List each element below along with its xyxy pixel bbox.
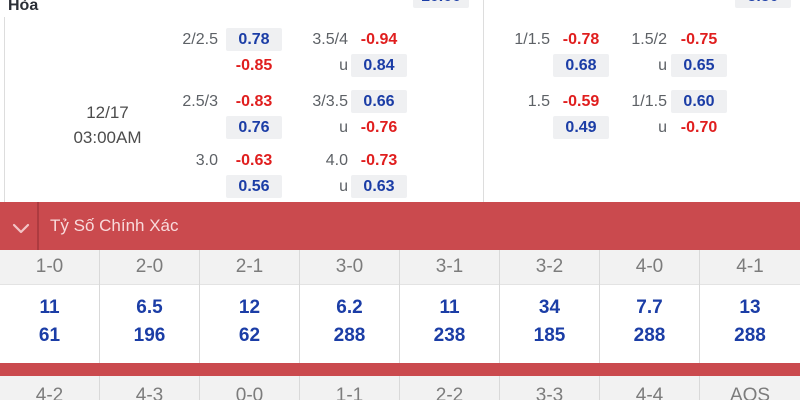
correct-score-section-header[interactable]: Tỷ Số Chính Xác bbox=[0, 202, 800, 250]
odds-value[interactable]: 0.84 bbox=[351, 54, 407, 77]
odds-value[interactable]: -0.59 bbox=[562, 93, 600, 110]
odds-value[interactable]: -0.94 bbox=[360, 31, 398, 48]
match-time: 03:00AM bbox=[73, 128, 142, 147]
score-odds-cell[interactable]: 238 bbox=[433, 325, 466, 346]
match-datetime: 12/17 03:00AM bbox=[35, 100, 180, 150]
score-header-cell: 4-2 bbox=[0, 376, 100, 400]
score-odds-cell[interactable]: 62 bbox=[238, 325, 261, 346]
score-column: 2-1 12 62 bbox=[200, 250, 300, 364]
handicap-odds-section: Hòa 10.00 5.50 12/17 03:00AM 2/2.5 0.78 … bbox=[0, 0, 800, 203]
score-header-cell: 3-3 bbox=[500, 376, 600, 400]
score-header-cell: 0-0 bbox=[200, 376, 300, 400]
score-odds-cell[interactable]: 6.2 bbox=[336, 297, 363, 318]
under-label: u bbox=[658, 119, 667, 136]
under-label: u bbox=[339, 57, 348, 74]
score-header-cell: 4-1 bbox=[700, 250, 800, 285]
odds-value[interactable]: -0.76 bbox=[360, 119, 398, 136]
draw-odds-value[interactable]: 10.00 bbox=[413, 0, 469, 8]
score-header-cell: 2-2 bbox=[400, 376, 500, 400]
score-header-cell: 4-4 bbox=[600, 376, 700, 400]
odds-value[interactable]: 0.56 bbox=[226, 175, 282, 198]
score-column: 3-0 6.2 288 bbox=[300, 250, 400, 364]
score-odds-cell[interactable]: 13 bbox=[739, 297, 761, 318]
score-odds-cell[interactable]: 288 bbox=[633, 325, 666, 346]
handicap-label: 1/1.5 bbox=[514, 31, 550, 48]
score-odds-cell[interactable]: 12 bbox=[238, 297, 261, 318]
odds-value[interactable]: 0.78 bbox=[226, 28, 282, 51]
odds-value[interactable]: -0.78 bbox=[562, 31, 600, 48]
handicap-label: 1.5 bbox=[527, 93, 550, 110]
odds-value[interactable]: 0.60 bbox=[671, 90, 727, 113]
odds-value[interactable]: -0.75 bbox=[680, 31, 718, 48]
section-bar[interactable] bbox=[0, 363, 800, 376]
column-divider bbox=[4, 17, 5, 202]
score-column: 1-0 11 61 bbox=[0, 250, 100, 364]
section-title: Tỷ Số Chính Xác bbox=[50, 216, 179, 235]
odds-value[interactable]: 0.63 bbox=[351, 175, 407, 198]
score-header-cell: 2-1 bbox=[200, 250, 299, 285]
odds-value[interactable]: -0.73 bbox=[360, 152, 398, 169]
score-column: 2-0 6.5 196 bbox=[100, 250, 200, 364]
score-odds-cell[interactable]: 7.7 bbox=[636, 297, 663, 318]
handicap-label: 2.5/3 bbox=[182, 93, 218, 110]
score-header-cell: 4-3 bbox=[100, 376, 200, 400]
odds-value[interactable]: 0.65 bbox=[671, 54, 727, 77]
score-odds-cell[interactable]: 61 bbox=[38, 325, 61, 346]
score-header-cell: AOS bbox=[700, 376, 800, 400]
score-header-cell: 3-1 bbox=[400, 250, 499, 285]
score-header-cell: 1-1 bbox=[300, 376, 400, 400]
odds-value[interactable]: -0.83 bbox=[235, 93, 273, 110]
score-column: 3-1 11 238 bbox=[400, 250, 500, 364]
odds-value[interactable]: 0.76 bbox=[226, 116, 282, 139]
score-odds-cell[interactable]: 185 bbox=[533, 325, 566, 346]
odds-value[interactable]: 0.68 bbox=[553, 54, 609, 77]
match-date: 12/17 bbox=[86, 103, 129, 122]
score-odds-cell[interactable]: 288 bbox=[333, 325, 366, 346]
odds-value[interactable]: -0.63 bbox=[235, 152, 273, 169]
handicap-label: 2/2.5 bbox=[182, 31, 218, 48]
score-header-cell: 3-2 bbox=[500, 250, 599, 285]
score-header-cell: 3-0 bbox=[300, 250, 399, 285]
handicap-label: 3/3.5 bbox=[312, 93, 348, 110]
correct-score-grid: 1-0 11 61 2-0 6.5 196 2-1 12 62 3-0 6.2 bbox=[0, 250, 800, 364]
score-odds-cell[interactable]: 11 bbox=[439, 297, 460, 318]
handicap-label: 3.0 bbox=[195, 152, 218, 169]
odds-value[interactable]: -0.70 bbox=[680, 119, 718, 136]
odds-value[interactable]: -0.85 bbox=[235, 57, 273, 74]
handicap-label: 3.5/4 bbox=[312, 31, 348, 48]
score-column: 4-1 13 288 bbox=[700, 250, 800, 364]
chevron-down-icon bbox=[12, 221, 30, 239]
draw-odds-value[interactable]: 5.50 bbox=[735, 0, 791, 8]
score-header-cell: 1-0 bbox=[0, 250, 99, 285]
under-label: u bbox=[658, 57, 667, 74]
handicap-label: 1.5/2 bbox=[631, 31, 667, 48]
header-divider bbox=[37, 202, 39, 250]
handicap-label: 4.0 bbox=[325, 152, 348, 169]
score-header-cell: 2-0 bbox=[100, 250, 199, 285]
correct-score-grid-continued: 4-2 4-3 0-0 1-1 2-2 3-3 4-4 AOS bbox=[0, 376, 800, 400]
score-column: 3-2 34 185 bbox=[500, 250, 600, 364]
odds-value[interactable]: 0.66 bbox=[351, 90, 407, 113]
draw-column-label: Hòa bbox=[8, 0, 39, 14]
score-odds-cell[interactable]: 288 bbox=[734, 325, 766, 346]
section-divider bbox=[483, 0, 484, 202]
odds-value[interactable]: 0.49 bbox=[553, 116, 609, 139]
score-odds-cell[interactable]: 11 bbox=[39, 297, 60, 318]
score-odds-cell[interactable]: 6.5 bbox=[136, 297, 163, 318]
under-label: u bbox=[339, 119, 348, 136]
score-header-cell: 4-0 bbox=[600, 250, 699, 285]
score-column: 4-0 7.7 288 bbox=[600, 250, 700, 364]
score-odds-cell[interactable]: 34 bbox=[538, 297, 561, 318]
handicap-label: 1/1.5 bbox=[631, 93, 667, 110]
under-label: u bbox=[339, 178, 348, 195]
score-odds-cell[interactable]: 196 bbox=[133, 325, 166, 346]
